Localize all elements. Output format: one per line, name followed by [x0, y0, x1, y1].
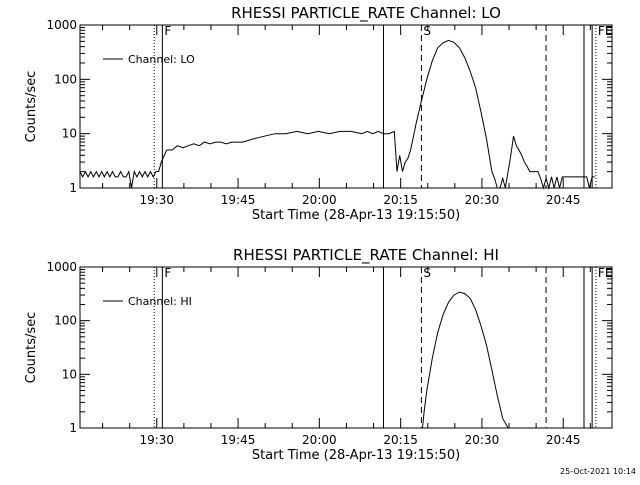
y-tick-label: 1000 [46, 260, 77, 274]
y-tick-label: 1 [69, 181, 77, 195]
x-tick-label: 19:45 [221, 433, 256, 447]
x-tick-label: 19:30 [139, 193, 174, 207]
annotation-label: F [164, 266, 171, 280]
y-tick-label: 100 [54, 314, 77, 328]
x-tick-label: 20:00 [302, 193, 337, 207]
lo-channel-panel: RHESSI PARTICLE_RATE Channel: LO 1 10 100 10… [24, 4, 613, 223]
x-axis-label: Start Time (28-Apr-13 19:15:50) [252, 208, 460, 223]
series-line [422, 291, 536, 429]
chart-title: RHESSI PARTICLE_RATE Channel: HI [233, 246, 499, 265]
hi-channel-panel: RHESSI PARTICLE_RATE Channel: HI 1 10 100 10… [24, 246, 613, 463]
plot-frame [79, 266, 613, 429]
legend-label: Channel: HI [128, 295, 192, 308]
x-axis-label: Start Time (28-Apr-13 19:15:50) [252, 448, 460, 463]
x-tick-label: 19:45 [221, 193, 256, 207]
x-tick-label: 20:00 [302, 433, 337, 447]
x-tick-label: 20:30 [465, 193, 500, 207]
y-tick-label: 100 [54, 72, 77, 86]
y-axis-label: Counts/sec [24, 71, 39, 143]
x-tick-label: 20:45 [546, 433, 581, 447]
y-tick-label: 10 [62, 127, 77, 141]
y-tick-label: 1000 [46, 18, 77, 32]
y-tick-label: 1 [69, 421, 77, 435]
print-timestamp: 25-Oct-2021 10:14 [560, 467, 636, 476]
annotation-label: FE [598, 24, 612, 38]
annotation-label: S [423, 24, 431, 38]
x-tick-label: 20:15 [383, 433, 418, 447]
series-line [79, 39, 595, 190]
annotation-label: S [423, 266, 431, 280]
chart-title: RHESSI PARTICLE_RATE Channel: LO [231, 4, 501, 23]
y-tick-label: 10 [62, 367, 77, 381]
x-tick-label: 19:30 [139, 433, 174, 447]
y-axis-label: Counts/sec [24, 312, 39, 384]
x-tick-label: 20:45 [546, 193, 581, 207]
plot-frame [79, 24, 613, 189]
x-tick-label: 20:30 [465, 433, 500, 447]
legend-label: Channel: LO [128, 53, 195, 66]
annotation-label: F [164, 24, 171, 38]
x-tick-label: 20:15 [383, 193, 418, 207]
annotation-label: FE [598, 266, 612, 280]
